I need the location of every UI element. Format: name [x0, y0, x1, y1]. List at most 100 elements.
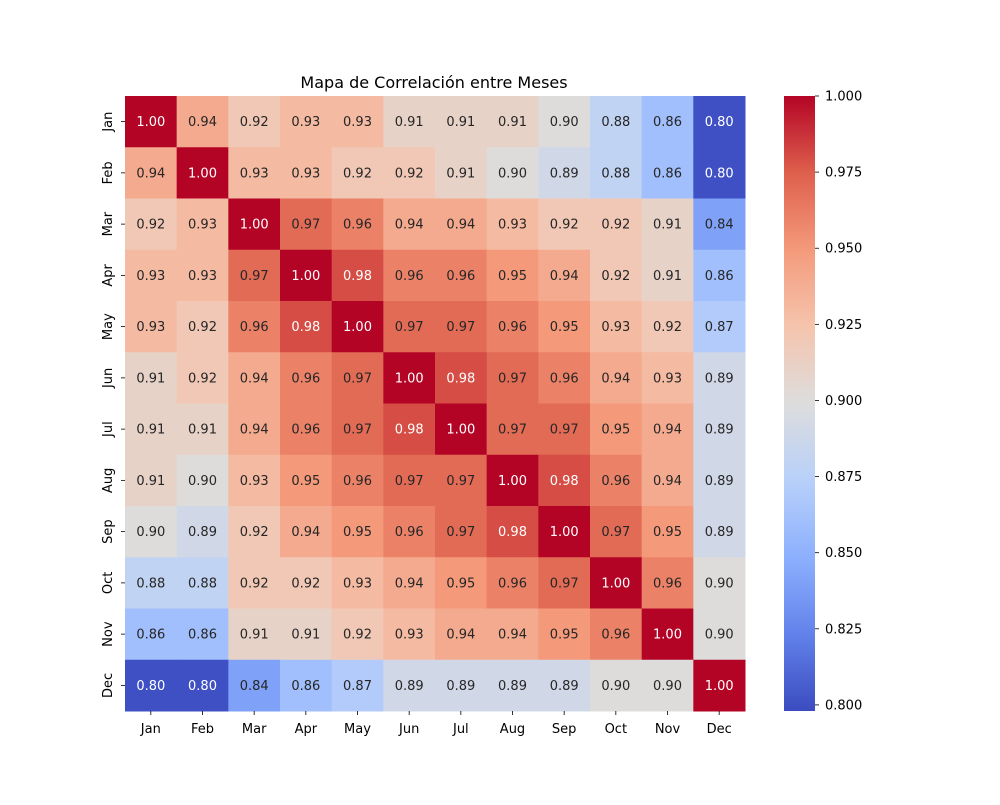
cell-value-label: 0.88 [188, 576, 217, 591]
heatmap-cell [228, 608, 281, 661]
heatmap-cell [486, 147, 539, 199]
heatmap-cell [176, 147, 229, 199]
heatmap-cell [125, 198, 178, 251]
heatmap-cell [538, 96, 591, 148]
cell-value-label: 0.92 [653, 320, 682, 335]
heatmap-cell [280, 352, 333, 404]
cell-value-label: 0.93 [291, 115, 320, 130]
heatmap-cell [228, 659, 281, 712]
heatmap-cell [176, 454, 229, 507]
y-tick-label: Jul [101, 421, 116, 438]
cell-value-label: 0.88 [601, 166, 630, 181]
heatmap-cell [125, 557, 178, 609]
heatmap-cell [331, 608, 384, 661]
cell-value-label: 0.91 [498, 115, 527, 130]
heatmap-cell [435, 506, 488, 558]
heatmap-cell [125, 659, 178, 712]
heatmap-cell [331, 96, 384, 148]
cell-value-label: 0.98 [291, 320, 320, 335]
heatmap-cell [228, 249, 281, 302]
heatmap-cell [641, 96, 694, 148]
cell-value-label: 1.00 [291, 269, 320, 284]
cell-value-label: 0.92 [240, 576, 269, 591]
y-tick-label: Apr [101, 263, 116, 286]
cell-value-label: 0.94 [240, 423, 269, 438]
cell-value-label: 0.96 [601, 628, 630, 643]
heatmap-cell [331, 659, 384, 712]
y-tick-label: Mar [101, 211, 116, 236]
cell-value-label: 0.90 [498, 166, 527, 181]
heatmap-cell [280, 454, 333, 507]
heatmap-cell [538, 454, 591, 507]
heatmap-cell [125, 352, 178, 404]
heatmap-cell [176, 96, 229, 148]
heatmap-cell [435, 147, 488, 199]
cell-value-label: 1.00 [136, 115, 165, 130]
cell-value-label: 1.00 [343, 320, 372, 335]
cell-value-label: 0.96 [395, 525, 424, 540]
cell-value-label: 0.92 [240, 525, 269, 540]
cell-value-label: 0.97 [446, 525, 475, 540]
heatmap-cell [693, 454, 746, 507]
heatmap-cell [693, 506, 746, 558]
heatmap-cell [435, 454, 488, 507]
heatmap-cell [383, 659, 436, 712]
heatmap-cell [228, 198, 281, 251]
cell-value-label: 0.96 [343, 218, 372, 233]
colorbar-tick-label: 0.875 [825, 470, 862, 485]
heatmap-cell [176, 301, 229, 353]
heatmap-cell [331, 147, 384, 199]
cell-value-label: 0.96 [601, 474, 630, 489]
cell-value-label: 0.98 [498, 525, 527, 540]
colorbar-gradient [784, 96, 815, 711]
heatmap-cell [590, 301, 643, 353]
heatmap-cell [228, 352, 281, 404]
heatmap-cell [280, 198, 333, 251]
heatmap-cell [228, 557, 281, 609]
cell-value-label: 0.90 [136, 525, 165, 540]
heatmap-cell [693, 249, 746, 302]
cell-value-label: 0.94 [653, 423, 682, 438]
heatmap-cell [486, 454, 539, 507]
cell-value-label: 0.97 [601, 525, 630, 540]
cell-value-label: 0.94 [395, 218, 424, 233]
colorbar-tick-label: 0.800 [825, 698, 862, 713]
heatmap-cell [435, 659, 488, 712]
heatmap-cell [486, 352, 539, 404]
heatmap-cell [590, 198, 643, 251]
heatmap-cell [383, 147, 436, 199]
heatmap-cell [590, 403, 643, 456]
heatmap-cell [435, 198, 488, 251]
cell-value-label: 0.96 [291, 371, 320, 386]
cell-value-label: 0.96 [395, 269, 424, 284]
heatmap-cell [693, 659, 746, 712]
y-tick-label: Oct [101, 572, 116, 594]
cell-value-label: 0.91 [291, 628, 320, 643]
cell-value-label: 0.89 [395, 679, 424, 694]
cell-value-label: 0.92 [240, 115, 269, 130]
heatmap-cell [693, 352, 746, 404]
heatmap-cell [228, 454, 281, 507]
y-tick-label: Aug [101, 468, 116, 493]
cell-value-label: 0.93 [136, 269, 165, 284]
heatmap-cell [228, 506, 281, 558]
cell-value-label: 0.97 [446, 320, 475, 335]
heatmap-cell [383, 198, 436, 251]
colorbar-tick-label: 0.850 [825, 546, 862, 561]
cell-value-label: 0.90 [705, 628, 734, 643]
heatmap-cell [125, 608, 178, 661]
heatmap-cell [383, 96, 436, 148]
cell-value-label: 0.98 [395, 423, 424, 438]
heatmap-cell [590, 96, 643, 148]
cell-value-label: 0.97 [343, 371, 372, 386]
cell-value-label: 0.97 [498, 371, 527, 386]
heatmap-cell [641, 352, 694, 404]
cell-value-label: 0.90 [653, 679, 682, 694]
heatmap-cell [538, 608, 591, 661]
heatmap-cell [538, 403, 591, 456]
cell-value-label: 0.93 [498, 218, 527, 233]
colorbar-tick-label: 0.975 [825, 166, 862, 181]
heatmap-cell [486, 96, 539, 148]
heatmap-cell [641, 506, 694, 558]
